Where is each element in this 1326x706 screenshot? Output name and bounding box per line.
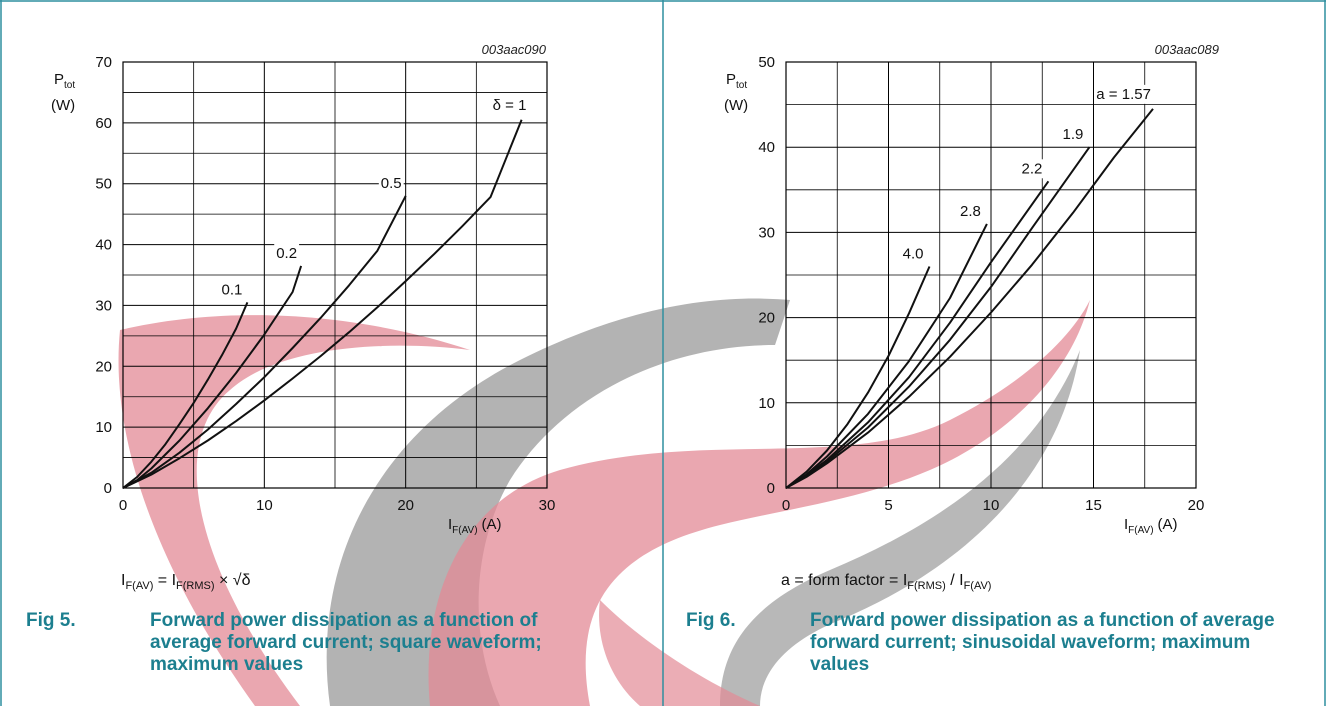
chart-fig5-code: 003aac090 [482,42,547,57]
chart-fig6-ylabel-unit: (W) [724,97,748,114]
x-tick-label: 0 [119,497,127,514]
series-line-0 [122,302,249,489]
y-tick-label: 0 [104,480,112,497]
y-tick-label: 10 [95,419,112,436]
chart-fig5-ticks: 0 10 20 30 0 10 20 30 40 50 60 70 [95,54,555,514]
series-line-3 [122,119,523,489]
y-tick-label: 40 [758,139,775,156]
series-line-2 [122,195,407,489]
watermark-red-bottom [599,600,760,706]
plot-area-frame [785,61,1197,489]
series-label-1: 0.2 [276,245,297,262]
y-tick-label: 10 [758,395,775,412]
series-label-0: 4.0 [903,245,924,262]
series-label-bg-1 [958,201,983,221]
chart-fig5-ylabel-unit: (W) [51,97,75,114]
series-label-0: 0.1 [222,281,243,298]
chart-fig6-code: 003aac089 [1155,42,1219,57]
watermark-red-swoosh-center [428,300,1090,706]
chart-fig6-xlabel: IF(AV) (A) [1124,516,1178,536]
series-label-4: a = 1.57 [1096,86,1151,103]
series-label-bg-0 [219,280,245,300]
series-line-1 [785,223,988,489]
chart-fig5: 0.1 0.2 0.5 δ = 1 0 10 20 30 0 10 20 30 40 50 60 70 00… [51,42,555,536]
series-label-2: 2.2 [1022,160,1043,177]
chart-fig5-series: 0.1 0.2 0.5 δ = 1 [122,95,529,489]
chart-fig5-grid [122,61,548,489]
chart-fig6-ylabel: Ptot [726,71,747,91]
series-label-bg-2 [378,173,404,193]
y-tick-label: 20 [758,310,775,327]
series-label-bg-0 [900,244,926,264]
chart-fig6-grid [785,61,1197,489]
chart-fig6-series: 4.0 2.8 2.2 1.9 a = 1.57 [785,84,1154,489]
fig6-number: Fig 6. [686,610,736,631]
x-tick-label: 30 [539,497,556,514]
chart-fig5-xlabel: IF(AV) (A) [448,516,502,536]
y-tick-label: 70 [95,54,112,71]
y-tick-label: 0 [767,480,775,497]
series-line-0 [785,266,931,489]
chart-fig6: 4.0 2.8 2.2 1.9 a = 1.57 0 5 10 15 20 0 10 20 30 40 50… [724,42,1219,536]
series-label-bg-1 [274,243,300,263]
series-label-bg-4 [1094,84,1153,104]
chart-fig5-ylabel: Ptot [54,71,75,91]
x-tick-label: 20 [1188,497,1205,514]
watermark-red-swoosh-left [118,315,471,706]
y-tick-label: 20 [95,358,112,375]
fig5-formula-note: IF(AV) = IF(RMS) × √δ [121,572,251,593]
y-tick-label: 60 [95,115,112,132]
y-tick-label: 30 [758,224,775,241]
x-tick-label: 0 [782,497,790,514]
y-tick-label: 30 [95,297,112,314]
x-tick-label: 20 [397,497,414,514]
fig5-title: Forward power dissipation as a function … [150,610,542,675]
x-tick-label: 10 [983,497,1000,514]
watermark-gray-swoosh-right [720,350,1080,706]
fig5-caption: Fig 5. Forward power dissipation as a fu… [26,610,626,680]
series-label-2: 0.5 [381,175,402,192]
series-line-1 [122,265,303,489]
x-tick-label: 15 [1085,497,1102,514]
series-label-1: 2.8 [960,203,981,220]
series-label-bg-3 [1060,125,1086,145]
y-tick-label: 50 [758,54,775,71]
plot-area-frame [122,61,548,489]
series-line-4 [785,108,1154,489]
x-tick-label: 10 [256,497,273,514]
series-label-bg-2 [1019,159,1045,179]
y-tick-label: 50 [95,176,112,193]
fig6-caption: Fig 6. Forward power dissipation as a fu… [686,610,1316,680]
series-label-bg-3 [490,95,529,115]
series-label-3: 1.9 [1063,126,1084,143]
fig6-formula-note: a = form factor = IF(RMS) / IF(AV) [781,572,992,593]
chart-fig6-ticks: 0 5 10 15 20 0 10 20 30 40 50 [758,54,1204,514]
series-label-3: δ = 1 [493,97,527,114]
y-tick-label: 40 [95,237,112,254]
series-line-2 [785,180,1050,489]
fig6-title: Forward power dissipation as a function … [810,610,1275,675]
fig5-number: Fig 5. [26,610,76,631]
x-tick-label: 5 [884,497,892,514]
